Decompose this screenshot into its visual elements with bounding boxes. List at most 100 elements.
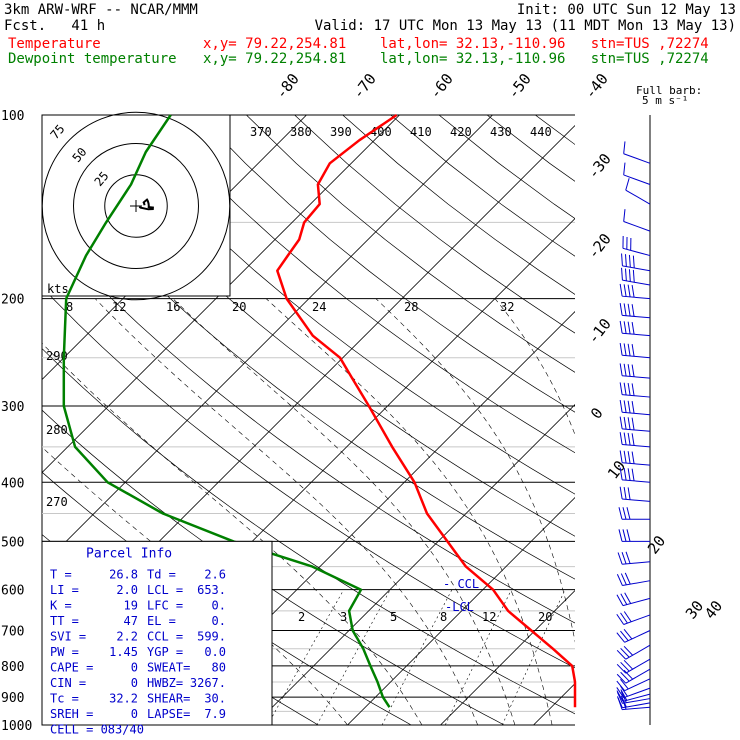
- mixing-ratio-low-label: 5: [390, 610, 397, 624]
- parcel-label: SVI =: [50, 629, 86, 643]
- dry-adiabat-line: [101, 115, 575, 495]
- dry-adiabat-line: [390, 115, 575, 257]
- parcel-label: LAPSE=: [147, 707, 190, 721]
- wind-barb-flag: [616, 663, 627, 674]
- dry-adiabat-line: [294, 115, 575, 334]
- wind-barb-legend: Full barb:: [636, 84, 702, 97]
- wind-barb-staff: [622, 561, 651, 565]
- hodograph-unit-label: kts: [47, 282, 69, 296]
- parcel-label: EL =: [147, 614, 176, 628]
- wind-barb-flag: [618, 507, 623, 520]
- mixing-ratio-low-label: 2: [298, 610, 305, 624]
- mixing-ratio-label: 32: [500, 300, 514, 314]
- wind-barb-staff: [622, 479, 651, 483]
- parcel-value: 3267.: [190, 676, 226, 690]
- wind-barb-flag: [620, 671, 630, 682]
- parcel-value: 7.9: [204, 707, 226, 721]
- pressure-tick-label: 100: [1, 109, 24, 124]
- dry-adiabat-line: [632, 115, 740, 725]
- isotherm-label: -50: [504, 70, 535, 102]
- wind-barb-flag: [623, 321, 627, 334]
- parcel-label: CIN =: [50, 676, 86, 690]
- parcel-panel-box: [41, 540, 273, 726]
- theta-e-label: 290: [46, 349, 68, 363]
- isotherm-label: -70: [349, 70, 380, 102]
- mixing-ratio-line: [502, 589, 566, 725]
- wind-barb-flag: [627, 400, 631, 414]
- dewpoint-location-info: x,y= 79.22,254.81 lat,lon= 32.13,-110.96…: [203, 51, 709, 67]
- isotherm-line: [254, 403, 575, 725]
- wind-barb-flag: [631, 364, 635, 377]
- wind-barb-staff: [623, 614, 651, 625]
- wind-barb-flag: [621, 697, 627, 710]
- wind-barb-staff: [624, 630, 651, 643]
- parcel-label: LI =: [50, 583, 79, 597]
- wind-barb-staff: [623, 174, 651, 185]
- wind-barb-flag: [616, 680, 626, 691]
- temperature-line: [276, 113, 577, 708]
- valid-time: Valid: 17 UTC Mon 13 May 13 (11 MDT Mon …: [314, 18, 736, 34]
- wind-barb-flag: [623, 284, 627, 297]
- parcel-value: 0.: [212, 598, 226, 612]
- wind-barb-flag: [616, 673, 627, 684]
- isotherm-label: -40: [581, 70, 612, 102]
- mixing-ratio-label: 28: [404, 300, 418, 314]
- pressure-tick-label: 800: [1, 660, 24, 675]
- moist-adiabat-line: [42, 342, 423, 725]
- theta-e-label: 280: [46, 423, 68, 437]
- wind-barb-flag: [627, 321, 631, 334]
- wind-barb-flag: [627, 487, 631, 500]
- parcel-value: 19: [124, 598, 138, 612]
- wind-barb-flag: [623, 400, 627, 413]
- parcel-value: 2.2: [116, 629, 138, 643]
- wind-barb-flag: [619, 382, 623, 395]
- mixing-ratio-low-label: 3: [340, 610, 347, 624]
- parcel-label: T =: [50, 567, 72, 581]
- pressure-tick-label: 400: [1, 476, 24, 491]
- wind-barb-flag: [624, 572, 631, 585]
- wind-barb-flag: [620, 573, 627, 586]
- wind-barb-staff: [622, 332, 651, 337]
- wind-barb-flag: [619, 467, 623, 480]
- wind-barb-flag: [616, 613, 625, 625]
- wind-barb-flag: [627, 417, 631, 430]
- wind-barb-flag: [620, 612, 628, 624]
- wind-barb-flag: [617, 697, 623, 710]
- theta-label: 430: [490, 125, 512, 139]
- wind-barb-staff: [625, 644, 651, 660]
- wind-barb-flag: [626, 507, 631, 520]
- parcel-label: PW =: [50, 645, 79, 659]
- wind-barb-flag: [631, 284, 635, 298]
- parcel-value: 26.8: [109, 567, 138, 581]
- pressure-tick-label: 200: [1, 293, 24, 308]
- parcel-label: HWBZ=: [147, 676, 183, 690]
- wind-barb-flag: [627, 451, 631, 464]
- wind-barb-flag: [622, 529, 627, 542]
- wind-barb-staff: [625, 189, 651, 205]
- isotherm-label: 20: [644, 532, 669, 557]
- wind-barb-flag: [631, 304, 635, 317]
- pressure-tick-label: 1000: [1, 719, 32, 734]
- dry-adiabat-line: [149, 115, 575, 454]
- wind-barb-flag: [619, 416, 623, 429]
- parcel-label: CCL =: [147, 629, 183, 643]
- wind-barb-flag: [616, 691, 623, 704]
- wind-barb-flag: [622, 507, 627, 520]
- wind-barb-flag: [623, 162, 626, 175]
- wind-barb-flag: [619, 283, 623, 297]
- wind-barb-flag: [619, 320, 623, 334]
- wind-barb-staff: [622, 394, 651, 398]
- wind-barb-staff: [622, 354, 651, 359]
- parcel-value: 30.: [204, 691, 226, 705]
- wind-barb-flag: [623, 659, 634, 670]
- mixing-ratio-label: 24: [312, 300, 326, 314]
- mixing-ratio-line: [445, 589, 512, 725]
- isotherm-label: -80: [272, 70, 303, 102]
- wind-barb-flag: [631, 321, 635, 335]
- parcel-label: CAPE =: [50, 660, 93, 674]
- wind-barb-staff: [622, 411, 651, 416]
- wind-barb-flag: [623, 363, 627, 377]
- wind-barb-staff: [622, 247, 651, 257]
